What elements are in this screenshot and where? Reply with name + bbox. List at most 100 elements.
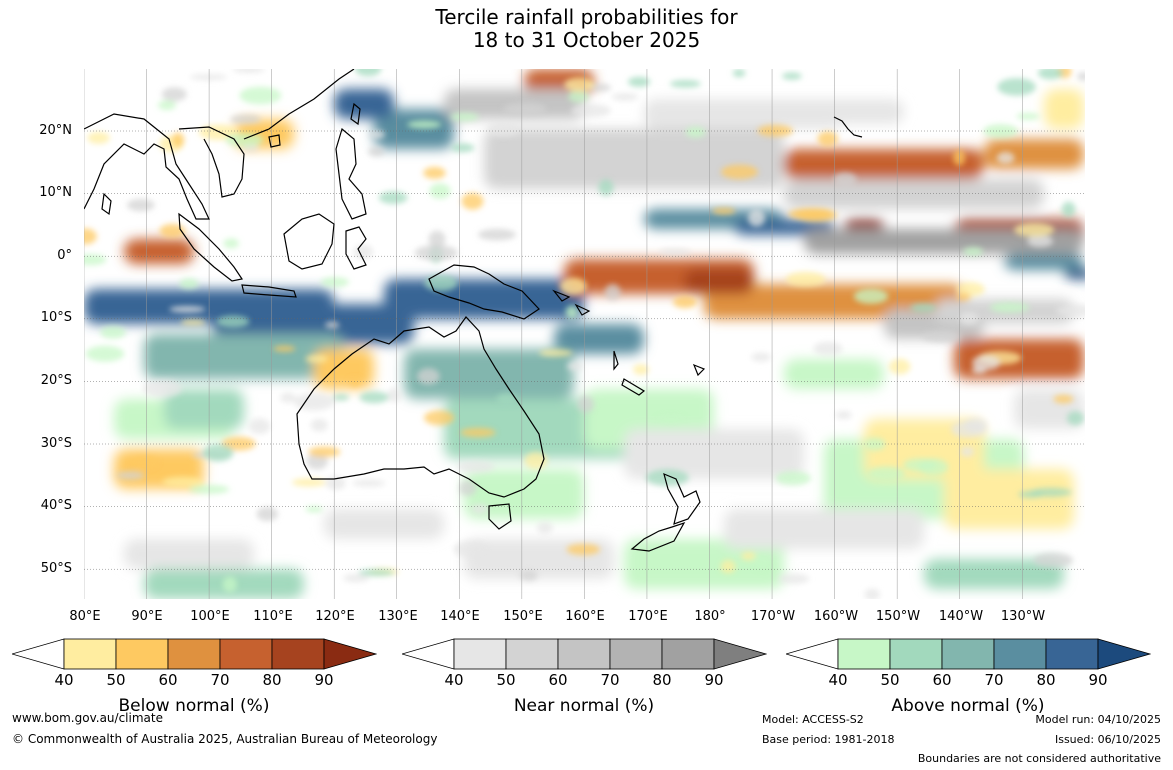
colorbar-below-normal [12,638,377,670]
probability-speck [143,379,182,398]
probability-speck [450,143,475,153]
copyright-text: © Commonwealth of Australia 2025, Austra… [12,732,438,746]
probability-region [1004,254,1084,270]
above-tick-50: 50 [880,671,900,689]
probability-region [144,334,344,379]
lon-label-130w: 130°W [1000,609,1046,624]
colorbar-swatch [271,638,325,670]
probability-region [724,509,924,549]
near-tick-50: 50 [496,671,516,689]
probability-region [944,469,1074,529]
colorbar-swatch [1045,638,1099,670]
probability-speck [488,123,519,137]
probability-speck [369,130,386,139]
lon-label-80e: 80°E [69,609,101,624]
probability-speck [956,293,971,301]
probability-speck [565,305,578,319]
probability-speck [1014,222,1055,237]
probability-speck [910,303,937,313]
probability-speck [87,131,110,144]
probability-speck [559,277,587,295]
probability-speck [308,446,341,458]
probability-region [1064,269,1085,279]
probability-speck [1061,201,1076,217]
below-tick-60: 60 [158,671,178,689]
above-tick-90: 90 [1088,671,1108,689]
probability-speck [953,149,966,166]
website-link[interactable]: www.bom.gov.au/climate [12,711,163,725]
map-title-line2: 18 to 31 October 2025 [472,28,701,52]
probability-speck [712,207,736,215]
probability-speck [293,393,335,411]
probability-speck [179,278,199,289]
probability-speck [248,418,271,435]
probability-speck [989,301,1030,314]
lon-label-140e: 140°E [440,609,480,624]
probability-speck [685,126,706,138]
fiji-outline [692,363,706,377]
colorbar-swatch [837,638,891,670]
probability-speck [332,394,350,401]
map-title-line1: Tercile rainfall probabilities for [435,5,738,29]
probability-speck [963,247,984,257]
issued-text: Issued: 06/10/2025 [1054,733,1161,746]
probability-speck [658,248,692,256]
colorbar-near-normal [402,638,767,670]
probability-speck [273,345,296,352]
probability-speck [627,76,651,87]
java-outline [241,284,297,298]
probability-speck [353,244,373,260]
probability-speck [960,446,975,457]
probability-region [864,419,984,479]
lon-label-140w: 140°W [938,609,984,624]
probability-speck [1055,304,1085,318]
probability-speck [611,93,639,101]
probability-speck [428,230,446,248]
new-zealand-north-outline [663,472,701,525]
probability-region [624,429,804,479]
probability-region [324,509,444,539]
probability-region [124,239,194,264]
lon-label-170e: 170°E [628,609,668,624]
probability-speck [459,480,477,496]
probability-speck [971,355,1001,371]
probability-speck [720,559,736,574]
disclaimer-text: Boundaries are not considered authoritat… [917,752,1161,765]
probability-speck [180,319,206,326]
probability-speck [126,198,155,212]
probability-speck [280,392,296,403]
australia-outline [296,316,545,498]
probability-speck [539,349,573,357]
lat-label-50s: 50°S [40,561,72,576]
probability-speck [1067,411,1084,426]
colorbar-low-extension [12,638,65,670]
probability-speck [673,295,697,309]
probability-speck [423,410,455,426]
probability-speck [378,191,408,204]
lat-label-20s: 20°S [40,373,72,388]
probability-speck [162,476,204,488]
near-tick-40: 40 [444,671,464,689]
new-zealand-south-outline [630,521,686,552]
probability-speck [752,554,771,570]
probability-speck [325,476,346,490]
probability-speck [423,166,446,179]
probability-speck [325,321,340,329]
probability-region [784,149,984,179]
probability-speck [387,388,402,403]
lon-label-150e: 150°E [503,609,543,624]
probability-speck [645,469,689,486]
lon-label-90e: 90°E [131,609,163,624]
probability-speck [310,418,328,432]
probability-speck [99,326,127,339]
probability-region [464,469,584,519]
probability-speck [951,420,987,438]
probability-speck [239,86,282,105]
probability-speck [598,179,614,196]
colorbar-above-normal [786,638,1151,670]
probability-speck [171,132,185,148]
probability-speck [732,69,746,78]
colorbar-swatch [557,638,611,670]
probability-speck [292,478,327,487]
probability-speck [959,311,979,326]
